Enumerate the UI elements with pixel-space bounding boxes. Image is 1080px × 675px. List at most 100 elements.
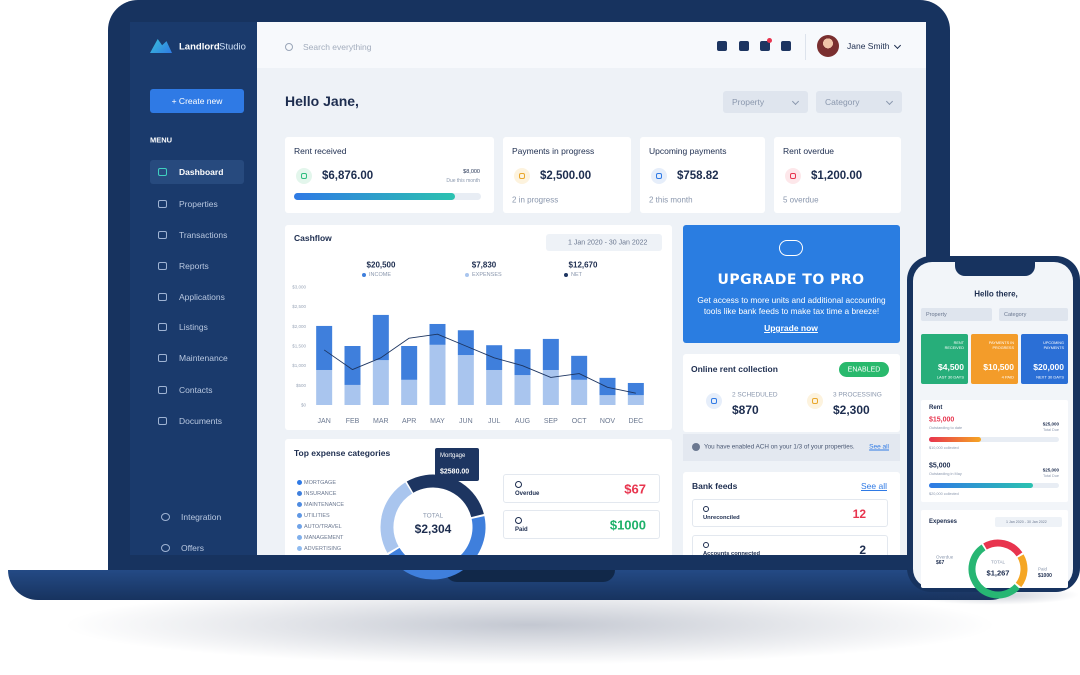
phone-total-label: TOTAL	[990, 559, 1006, 565]
menu-icon	[158, 200, 167, 208]
x-tick-label: JUL	[488, 418, 501, 425]
x-tick-label: MAR	[373, 418, 389, 425]
bar	[401, 379, 418, 405]
card-title: Online rent collection	[691, 364, 778, 374]
upgrade-link[interactable]: Upgrade now	[764, 323, 818, 333]
phone-rent-total: $25,000	[1042, 421, 1059, 427]
progress-bar	[294, 193, 455, 200]
x-tick-label: JAN	[318, 418, 331, 425]
summary-dot	[564, 273, 568, 277]
menu-item[interactable]: Properties	[179, 199, 218, 209]
menu-item[interactable]: Documents	[179, 416, 222, 426]
stat-label: Upcoming payments	[649, 146, 727, 156]
phone-rent-amount: $15,000	[929, 416, 955, 424]
icon-glyph	[711, 398, 717, 404]
phone-progress-track	[929, 437, 1059, 442]
summary-value: $12,670	[568, 260, 598, 270]
phone-paid: $1000	[1038, 573, 1052, 579]
donut-segment	[968, 539, 1028, 599]
bar	[457, 330, 474, 356]
logo-text: Studio	[219, 41, 246, 53]
legend-label: INSURANCE	[304, 491, 337, 497]
phone-filter[interactable]	[999, 308, 1068, 321]
divider	[805, 34, 806, 60]
menu-icon	[158, 354, 167, 362]
topbar	[257, 22, 926, 68]
topbar-icon[interactable]	[781, 41, 791, 51]
y-tick-label: $1,500	[292, 344, 306, 349]
card-title: Top expense categories	[294, 448, 391, 458]
menu-icon	[158, 168, 167, 176]
legend-dot	[297, 491, 302, 496]
menu-item[interactable]: Listings	[179, 322, 208, 332]
topbar-icon[interactable]	[760, 41, 770, 51]
menu-item[interactable]: Integration	[181, 512, 222, 522]
filter-select[interactable]	[723, 91, 808, 113]
menu-item[interactable]: Contacts	[179, 385, 213, 395]
feed-label: Unreconciled	[703, 515, 740, 521]
net-line	[323, 333, 636, 394]
bar	[571, 379, 588, 405]
bar	[627, 382, 644, 396]
phone-card-note: 4 PAID	[1001, 374, 1014, 380]
menu-item[interactable]: Dashboard	[179, 167, 224, 177]
create-button-label[interactable]: + Create new	[171, 96, 223, 106]
legend-dot	[297, 480, 302, 485]
badge-label: ENABLED	[847, 366, 881, 374]
bar	[316, 369, 333, 405]
upgrade-card	[683, 225, 900, 343]
avatar[interactable]	[817, 35, 839, 57]
donut-segment	[380, 474, 486, 580]
filter-label: Property	[732, 97, 765, 107]
date-pill[interactable]	[546, 234, 662, 251]
menu-item[interactable]: Offers	[181, 543, 204, 553]
x-tick-label: JUN	[459, 418, 473, 425]
bar	[429, 344, 446, 405]
collection-value: $2,300	[833, 403, 870, 417]
status-icon	[515, 517, 522, 524]
search-input[interactable]: Search everything	[303, 42, 372, 52]
bar	[514, 349, 531, 376]
create-button[interactable]	[150, 89, 244, 113]
menu-heading: MENU	[150, 135, 173, 145]
collection-value: $870	[732, 403, 759, 417]
topbar-icon[interactable]	[739, 41, 749, 51]
see-all-link[interactable]: See all	[869, 443, 889, 451]
see-all-link[interactable]: See all	[861, 481, 887, 491]
bar	[344, 384, 361, 405]
menu-item[interactable]: Applications	[179, 292, 225, 302]
menu-item[interactable]: Transactions	[179, 230, 228, 240]
menu-item[interactable]: Maintenance	[179, 353, 228, 363]
y-tick-label: $3,000	[292, 285, 306, 290]
phone-paid-label: Paid	[1038, 566, 1048, 572]
phone-rent-note: Outstanding to date	[929, 426, 963, 430]
phone-expense-donut	[968, 539, 1028, 599]
phone-card	[1021, 334, 1068, 384]
menu-item[interactable]: Reports	[179, 261, 209, 271]
stat-label: Rent received	[294, 146, 347, 156]
phone-rent-total-note: Total Due	[1042, 428, 1059, 432]
y-tick-label: $1,000	[292, 363, 306, 368]
feed-label: Accounts connected	[703, 551, 761, 557]
phone-card-label: RENT RECEIVED	[944, 341, 964, 350]
feed-icon	[703, 506, 709, 512]
icon-glyph	[519, 173, 525, 179]
icon-glyph	[301, 173, 307, 179]
stat-value: $758.82	[677, 170, 719, 182]
stat-value: $1,200.00	[811, 170, 863, 182]
x-tick-label: SEP	[544, 418, 558, 425]
icon	[807, 393, 823, 409]
summary-label: INCOME	[369, 272, 391, 278]
feed-row	[692, 499, 888, 527]
filter-select[interactable]	[816, 91, 902, 113]
stat-target-note: Due this month	[446, 178, 480, 184]
stat-note: 2 this month	[649, 195, 693, 205]
upgrade-text: Get access to more units and additional …	[697, 295, 886, 316]
user-name[interactable]: Jane Smith	[847, 41, 890, 51]
stat-note: 2 in progress	[512, 195, 559, 205]
phone-rent-collected: $10,000 collected	[929, 446, 959, 450]
status-card	[503, 474, 660, 503]
topbar-icon[interactable]	[717, 41, 727, 51]
phone-greeting: Hello there,	[974, 289, 1018, 299]
phone-filter[interactable]	[921, 308, 992, 321]
